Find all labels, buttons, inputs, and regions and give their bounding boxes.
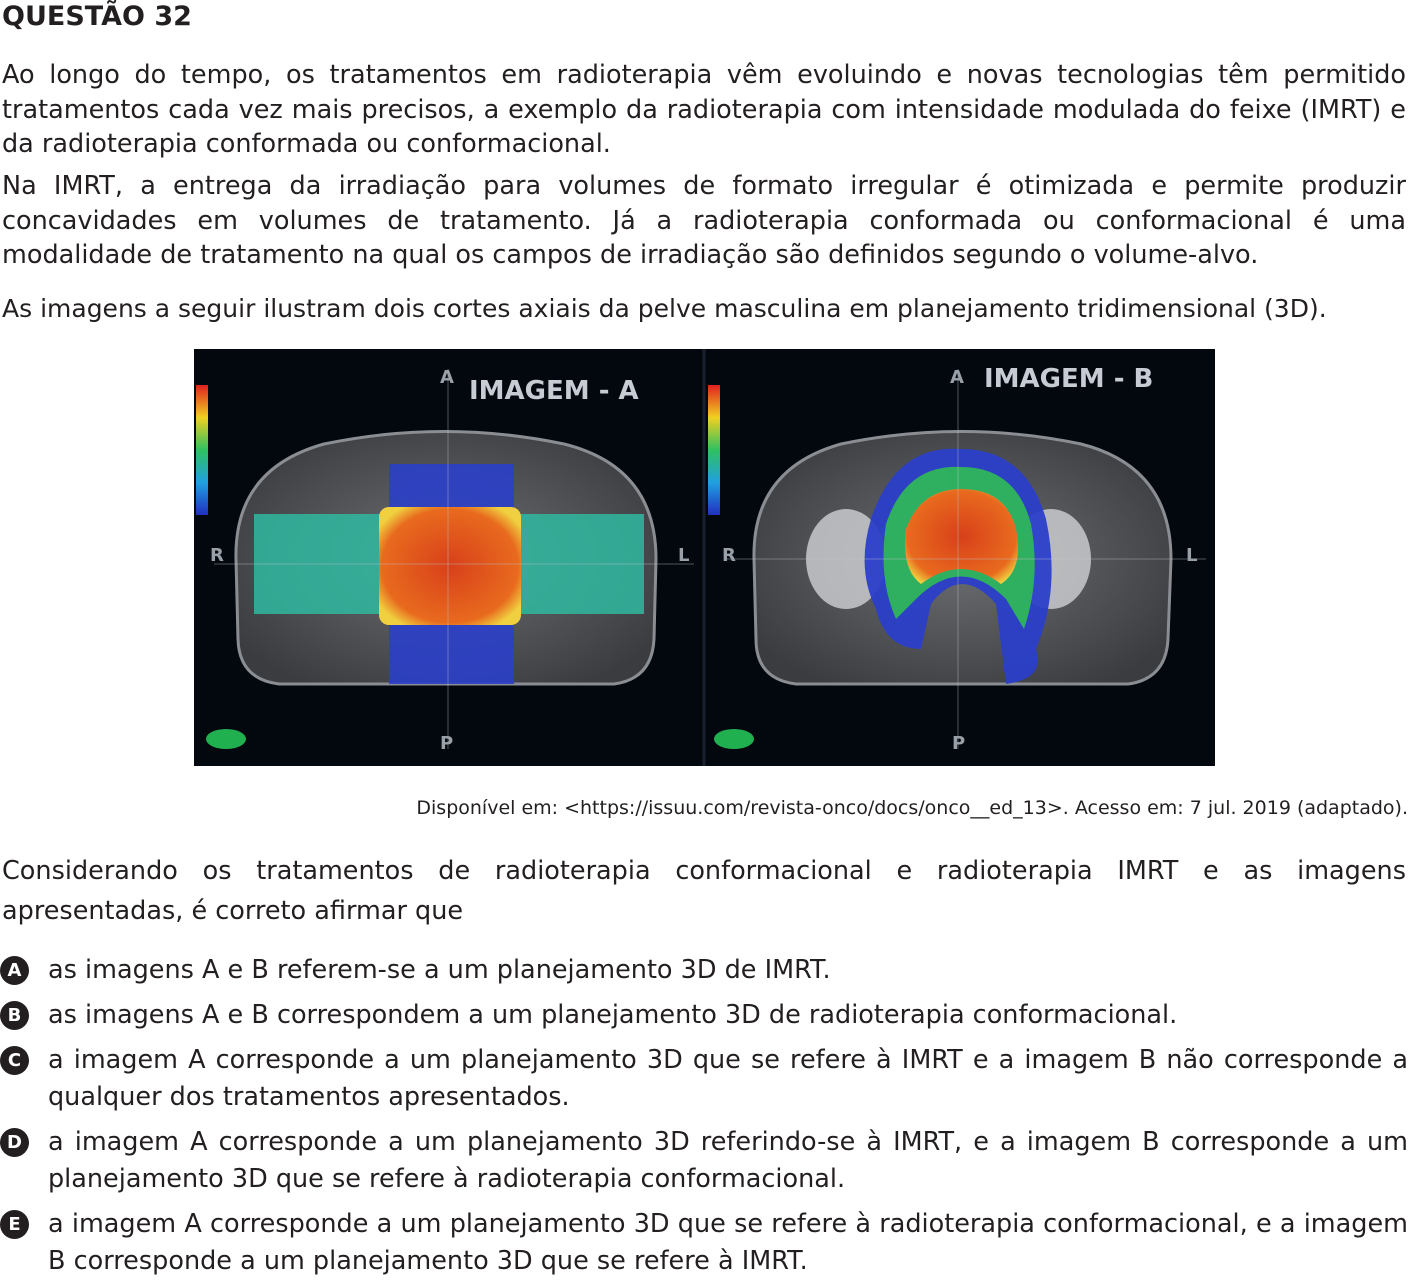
direction-right-b: R (722, 545, 736, 566)
paragraph-question: Considerando os tratamentos de radiotera… (2, 856, 1406, 926)
paragraph-imrt: Na IMRT, a entrega da irradiação para vo… (2, 171, 1406, 270)
colorbar-b (708, 385, 720, 515)
direction-posterior-b: P (952, 733, 965, 754)
orientation-marker-a (206, 729, 246, 749)
option-c-text: a imagem A corresponde a um planejamento… (48, 1045, 1408, 1112)
dose-figure: IMAGEM - A A P R L IMAGEM - B A P R L (194, 349, 1215, 766)
direction-anterior-b: A (950, 367, 964, 388)
option-d-text: a imagem A corresponde a um planejamento… (48, 1127, 1408, 1194)
dose-hot-region-b (905, 489, 1019, 584)
option-c[interactable]: C a imagem A corresponde a um planejamen… (0, 1042, 1408, 1116)
direction-left-b: L (1186, 545, 1197, 566)
panel-b: IMAGEM - B A P R L (706, 349, 1215, 766)
option-b-letter: B (0, 1001, 29, 1030)
image-a-label: IMAGEM - A (469, 376, 639, 406)
option-b-text: as imagens A e B correspondem a um plane… (48, 1000, 1178, 1030)
paragraph-images: As imagens a seguir ilustram dois cortes… (2, 294, 1327, 323)
option-a-letter: A (0, 956, 29, 985)
option-d[interactable]: D a imagem A corresponde a um planejamen… (0, 1124, 1408, 1198)
direction-left-a: L (678, 545, 689, 566)
figure-caption: Disponível em: <https://issuu.com/revist… (416, 797, 1408, 819)
image-b-label: IMAGEM - B (984, 364, 1153, 394)
option-d-letter: D (0, 1128, 29, 1157)
direction-right-a: R (210, 545, 224, 566)
option-a[interactable]: A as imagens A e B referem-se a um plane… (0, 952, 1408, 989)
direction-posterior-a: P (440, 733, 453, 754)
option-e-letter: E (0, 1210, 29, 1239)
orientation-marker-b (714, 729, 754, 749)
dose-figure-svg: IMAGEM - A A P R L IMAGEM - B A P R L (194, 349, 1215, 766)
question-title: QUESTÃO 32 (2, 1, 192, 32)
paragraph-intro: Ao longo do tempo, os tratamentos em rad… (2, 60, 1406, 159)
option-c-letter: C (0, 1046, 29, 1075)
option-e-text: a imagem A corresponde a um planejamento… (48, 1209, 1408, 1276)
direction-anterior-a: A (440, 367, 454, 388)
option-e[interactable]: E a imagem A corresponde a um planejamen… (0, 1206, 1408, 1280)
option-b[interactable]: B as imagens A e B correspondem a um pla… (0, 997, 1408, 1034)
option-a-text: as imagens A e B referem-se a um planeja… (48, 955, 831, 985)
colorbar-a (196, 385, 208, 515)
dose-hot-region-a (379, 507, 521, 625)
panel-a: IMAGEM - A A P R L (194, 349, 702, 766)
